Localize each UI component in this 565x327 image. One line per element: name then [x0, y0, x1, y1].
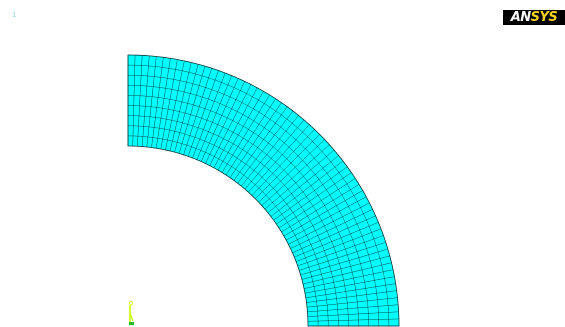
- mesh-radial-edge: [255, 134, 320, 199]
- mesh-radial-edge: [288, 202, 370, 245]
- mesh-radial-edge: [146, 56, 157, 148]
- mesh-radial-edge: [304, 269, 394, 289]
- mesh-radial-edge: [278, 178, 356, 229]
- mesh-circumferential-edge: [127, 125, 329, 327]
- quarter-annulus-mesh: [127, 54, 400, 327]
- mesh-radial-edge: [267, 155, 339, 213]
- mesh-radial-edge: [244, 119, 305, 190]
- mesh-radial-edge: [165, 60, 185, 150]
- mesh-radial-edge: [174, 64, 199, 153]
- mesh-radial-edge: [276, 172, 352, 225]
- mesh-radial-edge: [217, 91, 264, 171]
- mesh-radial-edge: [237, 110, 294, 184]
- global-triad: [129, 301, 134, 325]
- mesh-radial-edge: [306, 297, 398, 308]
- triad-y-axis-shade: [129, 312, 134, 322]
- mesh-radial-edge: [192, 72, 226, 159]
- mesh-radial-edge: [213, 87, 258, 168]
- mesh-radial-edge: [178, 66, 206, 154]
- mesh-radial-edge: [169, 62, 192, 152]
- mesh-circumferential-edge: [127, 135, 319, 327]
- mesh-radial-edge: [225, 98, 276, 176]
- mesh-radial-edge: [132, 55, 136, 147]
- mesh-radial-edge: [286, 196, 367, 241]
- mesh-circumferential-edge: [127, 95, 359, 327]
- mesh-radial-edge: [300, 248, 388, 276]
- mesh-circumferential-edge: [127, 64, 390, 327]
- mesh-radial-edge: [151, 57, 164, 148]
- mesh-radial-edge: [301, 255, 390, 280]
- mesh-radial-edge: [196, 75, 232, 160]
- mesh-radial-edge: [261, 144, 330, 206]
- mesh-circumferential-edge: [127, 115, 339, 327]
- mesh-radial-edge: [258, 139, 325, 203]
- mesh-radial-edge: [307, 311, 399, 317]
- mesh-radial-edge: [205, 81, 245, 164]
- mesh-radial-edge: [264, 149, 335, 210]
- mesh-radial-edge: [233, 106, 288, 181]
- mesh-radial-edge: [297, 235, 384, 267]
- mesh-circumferential-edge: [127, 74, 380, 327]
- ansys-logo: AN SYS: [503, 10, 565, 25]
- mesh-radial-edge: [251, 129, 315, 196]
- triad-z-axis: [129, 322, 134, 325]
- mesh-radial-edge: [281, 184, 360, 233]
- mesh-radial-edge: [305, 283, 396, 299]
- mesh-circumferential-edge: [127, 85, 369, 327]
- mesh-radial-edge: [221, 94, 270, 173]
- mesh-radial-edge: [294, 222, 379, 258]
- mesh-radial-edge: [137, 55, 143, 147]
- mesh-radial-edge: [307, 304, 399, 313]
- mesh-radial-edge: [248, 124, 310, 193]
- mesh-radial-edge: [302, 262, 392, 285]
- mesh-circumferential-edge: [127, 105, 349, 327]
- mesh-radial-edge: [229, 102, 282, 178]
- triad-y-axis-tip: [129, 301, 133, 305]
- mesh-radial-edge: [270, 160, 344, 217]
- mesh-radial-edge: [241, 115, 299, 187]
- mesh-radial-edge: [299, 242, 386, 271]
- mesh-radial-edge: [307, 318, 399, 322]
- mesh-radial-edge: [141, 55, 150, 147]
- mesh-radial-edge: [273, 166, 348, 221]
- mesh-radial-edge: [183, 68, 212, 155]
- mesh-radial-edge: [306, 290, 397, 303]
- mesh-radial-edge: [155, 58, 171, 149]
- logo-text-an: AN: [510, 10, 531, 25]
- mesh-radial-edge: [160, 59, 178, 150]
- logo-text-sys: SYS: [530, 10, 558, 25]
- mesh-radial-edge: [209, 84, 252, 166]
- mesh-radial-edge: [290, 209, 373, 249]
- mesh-radial-edge: [304, 276, 395, 294]
- mesh-radial-edge: [201, 78, 239, 162]
- mesh-radial-edge: [187, 70, 219, 157]
- mesh-radial-edge: [292, 215, 376, 253]
- window-number-label: 1: [12, 11, 17, 19]
- mesh-radial-edge: [295, 228, 382, 262]
- mesh-radial-edge: [283, 190, 363, 237]
